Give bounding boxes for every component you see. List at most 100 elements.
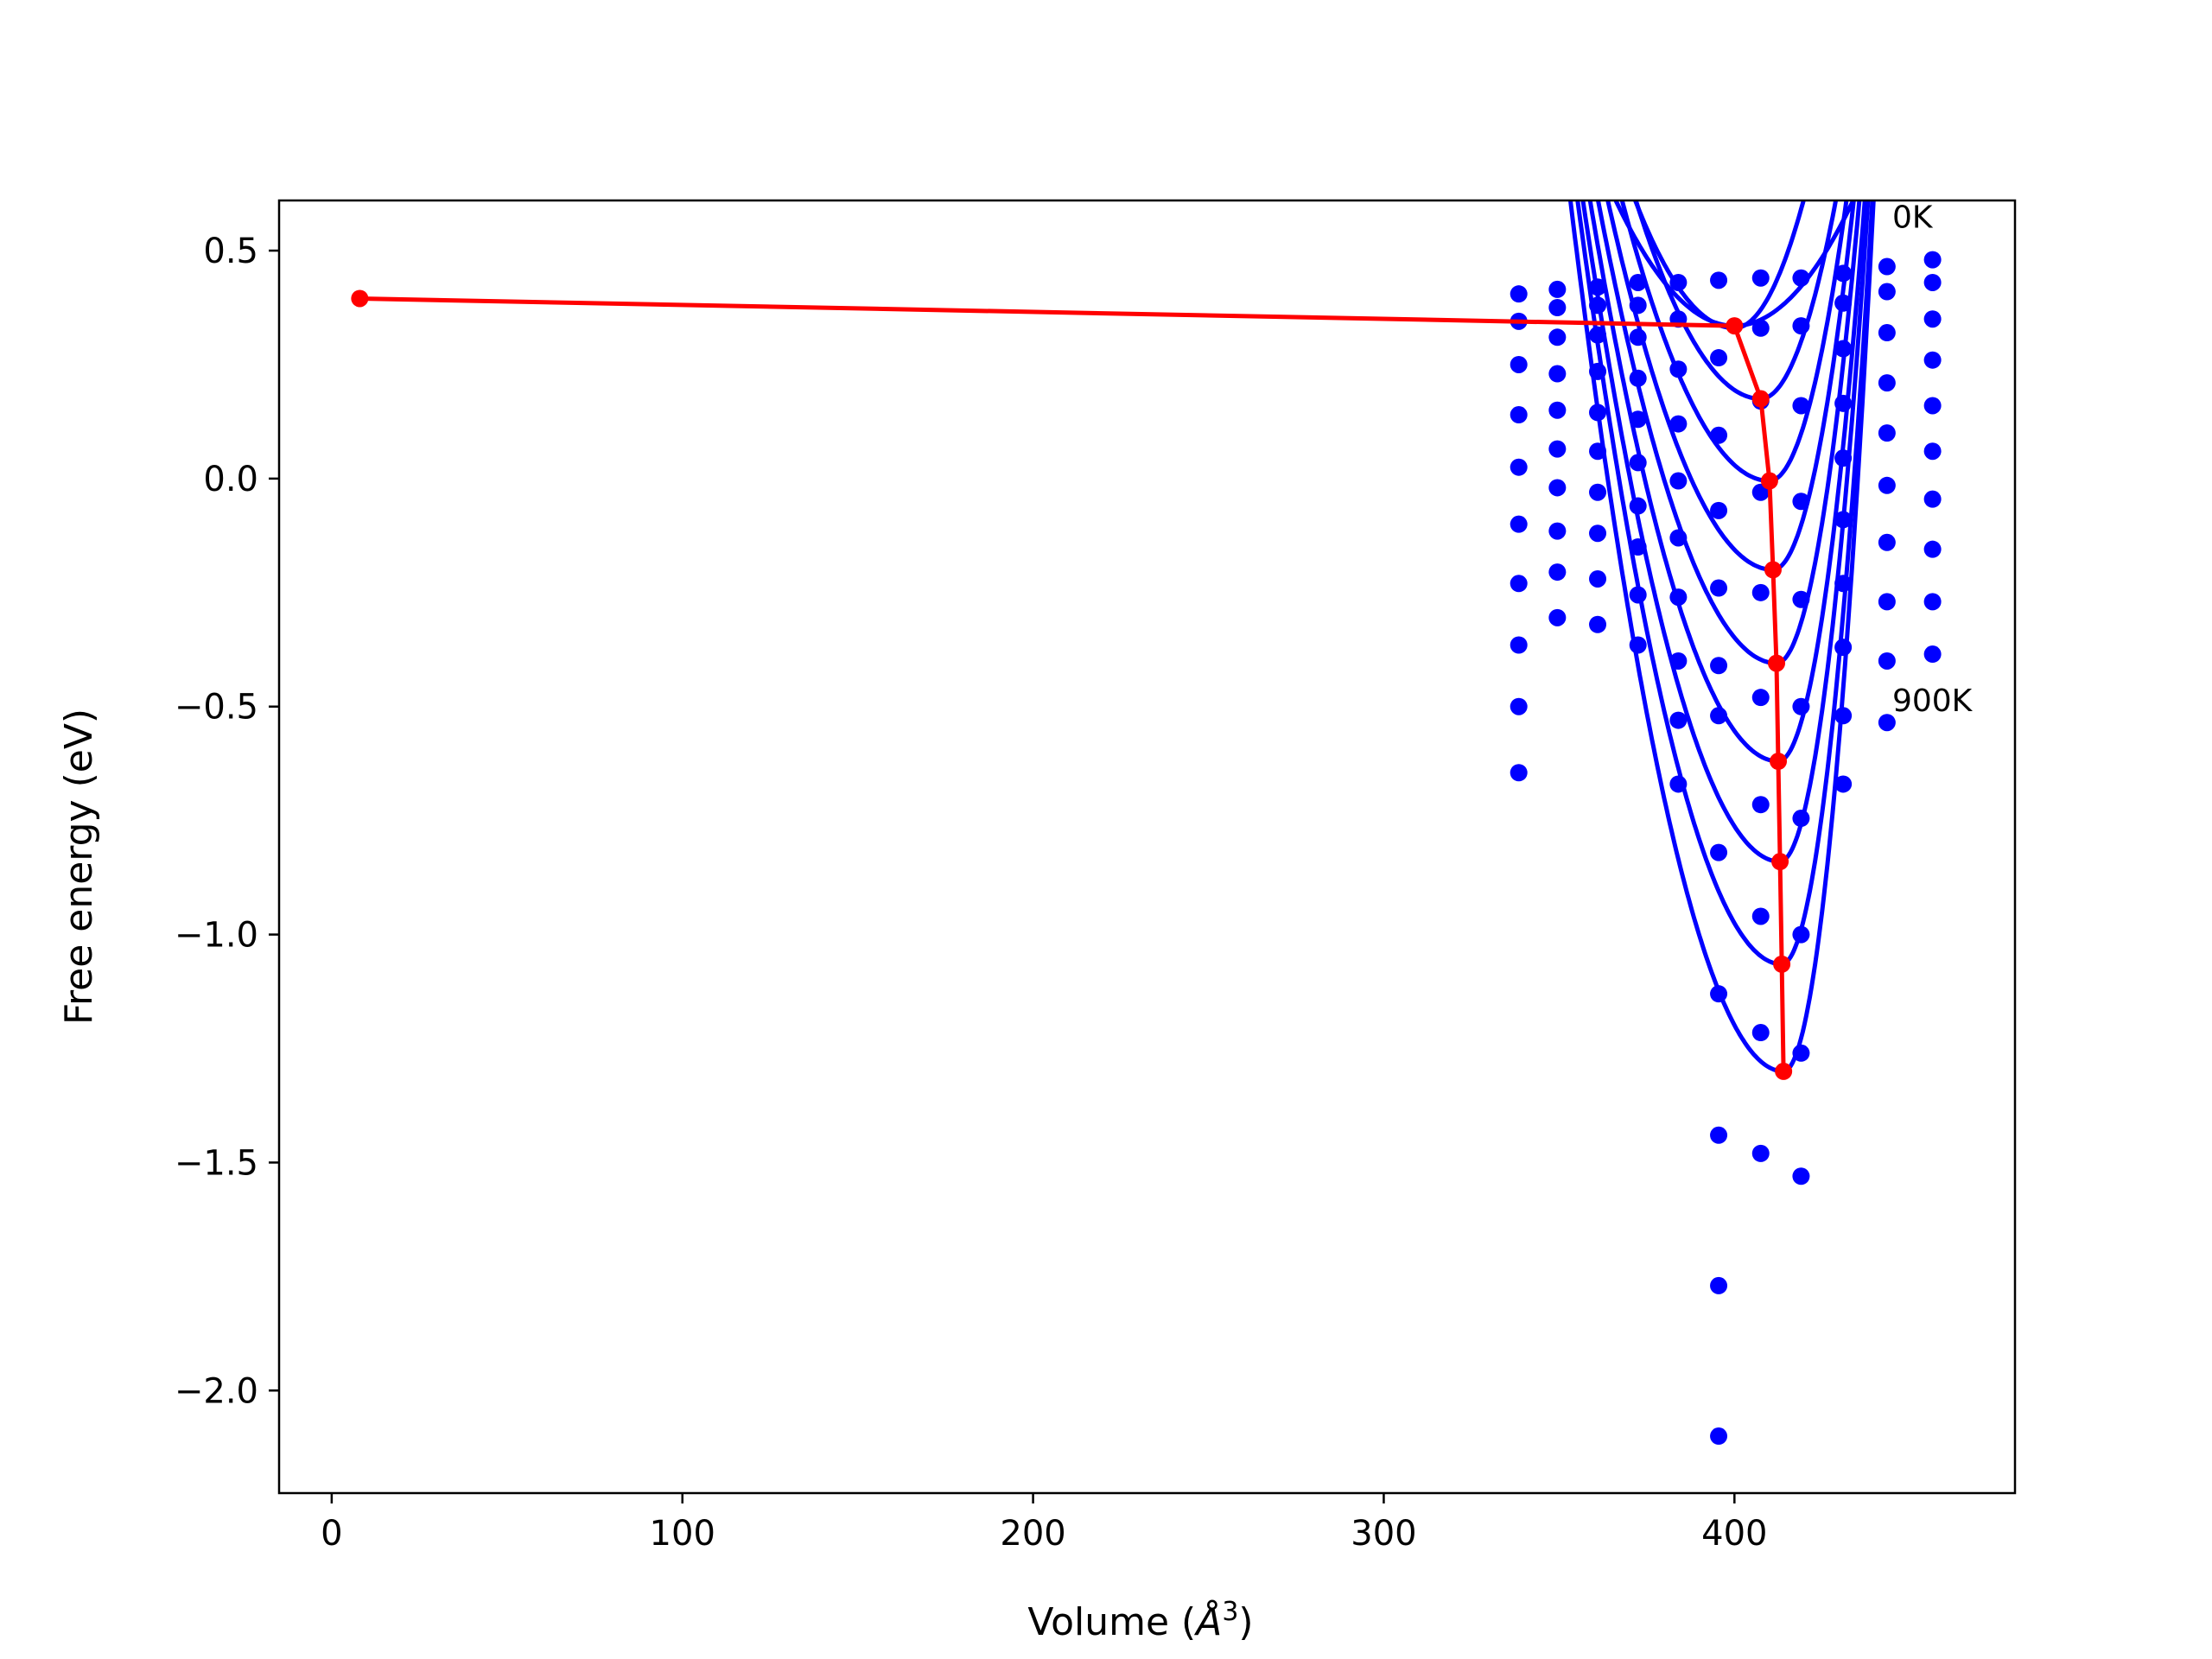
y-axis-label: Free energy (eV): [57, 709, 101, 1025]
minimum-path-point-8: [1773, 955, 1791, 973]
plot-frame: [277, 199, 2017, 1495]
data-point-10-9: [1923, 645, 1942, 664]
data-point-5-2: [1710, 426, 1728, 444]
data-point-9-3: [1878, 374, 1896, 392]
y-tick-label-1: 0.0: [203, 460, 258, 499]
data-point-6-6: [1751, 796, 1770, 814]
minimum-path-point-5: [1768, 654, 1786, 672]
data-point-1-9: [1548, 608, 1567, 626]
data-point-4-2: [1669, 360, 1688, 378]
data-point-8-3: [1834, 394, 1853, 412]
data-point-7-3: [1792, 493, 1810, 511]
minimum-path-point-6: [1770, 753, 1788, 771]
data-point-5-7: [1710, 843, 1728, 861]
data-point-6-5: [1751, 689, 1770, 707]
data-point-2-8: [1589, 569, 1607, 588]
data-point-10-4: [1923, 397, 1942, 415]
data-point-0-6: [1510, 575, 1528, 593]
data-point-1-0: [1548, 280, 1567, 298]
data-point-8-8: [1834, 707, 1853, 725]
data-point-6-1: [1751, 319, 1770, 337]
data-point-5-3: [1710, 501, 1728, 519]
data-point-3-1: [1629, 296, 1647, 315]
data-point-3-4: [1629, 410, 1647, 429]
data-point-5-9: [1710, 1126, 1728, 1144]
data-point-3-5: [1629, 454, 1647, 472]
data-point-7-4: [1792, 590, 1810, 608]
data-point-3-7: [1629, 538, 1647, 556]
data-point-1-6: [1548, 479, 1567, 497]
data-point-5-10: [1710, 1276, 1728, 1294]
y-tick-label-4: −1.5: [175, 1143, 258, 1183]
data-point-1-4: [1548, 401, 1567, 419]
data-point-3-3: [1629, 369, 1647, 387]
data-point-6-0: [1751, 269, 1770, 287]
data-point-1-5: [1548, 440, 1567, 458]
data-point-0-8: [1510, 697, 1528, 715]
data-point-4-5: [1669, 529, 1688, 547]
minimum-path-point-1: [1726, 317, 1744, 335]
data-point-4-0: [1669, 273, 1688, 291]
data-point-8-1: [1834, 294, 1853, 312]
data-point-3-8: [1629, 586, 1647, 604]
data-point-5-5: [1710, 657, 1728, 675]
data-point-0-7: [1510, 636, 1528, 654]
data-point-0-3: [1510, 406, 1528, 424]
data-point-10-5: [1923, 442, 1942, 461]
data-point-4-9: [1669, 775, 1688, 793]
data-point-4-7: [1669, 652, 1688, 670]
data-point-9-7: [1878, 593, 1896, 611]
fit-curve-5: [1595, 200, 1862, 666]
data-point-10-3: [1923, 351, 1942, 369]
data-point-9-5: [1878, 476, 1896, 494]
fit-curve-3: [1619, 200, 1849, 483]
data-point-5-0: [1710, 271, 1728, 289]
data-point-7-9: [1792, 1167, 1810, 1185]
data-point-9-0: [1878, 257, 1896, 276]
data-point-8-0: [1834, 264, 1853, 283]
data-point-1-1: [1548, 299, 1567, 317]
y-tick-label-0: 0.5: [203, 232, 258, 271]
data-point-0-5: [1510, 515, 1528, 533]
data-point-8-6: [1834, 575, 1853, 593]
data-point-9-6: [1878, 533, 1896, 551]
y-tick-label-3: −1.0: [175, 916, 258, 956]
data-point-4-8: [1669, 711, 1688, 729]
data-point-9-1: [1878, 283, 1896, 301]
data-point-10-0: [1923, 251, 1942, 269]
data-point-9-4: [1878, 424, 1896, 442]
annotation-1: 900K: [1892, 683, 1974, 719]
data-point-5-8: [1710, 985, 1728, 1003]
data-point-2-7: [1589, 524, 1607, 543]
data-point-9-8: [1878, 652, 1896, 670]
data-point-1-7: [1548, 522, 1567, 540]
x-tick-label-2: 200: [1000, 1514, 1065, 1554]
data-point-3-6: [1629, 497, 1647, 515]
x-axis-label: Volume (Å3): [1027, 1597, 1253, 1645]
data-point-8-2: [1834, 340, 1853, 358]
data-point-2-1: [1589, 296, 1607, 315]
minimum-path-point-2: [1751, 390, 1770, 408]
minimum-path-line: [359, 296, 1786, 1071]
fit-curve-8: [1575, 200, 1875, 967]
minimum-path-point-4: [1764, 561, 1782, 579]
data-point-5-4: [1710, 579, 1728, 597]
data-point-7-0: [1792, 269, 1810, 287]
data-point-7-1: [1792, 317, 1810, 335]
data-point-6-4: [1751, 583, 1770, 601]
data-point-2-5: [1589, 442, 1607, 461]
data-point-10-6: [1923, 490, 1942, 508]
data-point-10-7: [1923, 540, 1942, 558]
data-point-10-2: [1923, 310, 1942, 328]
data-point-9-9: [1878, 714, 1896, 732]
data-point-8-5: [1834, 511, 1853, 529]
data-point-0-2: [1510, 355, 1528, 373]
y-tick-label-5: −2.0: [175, 1371, 258, 1411]
data-point-2-6: [1589, 483, 1607, 501]
minimum-path-point-3: [1760, 472, 1778, 490]
minimum-path-point-0: [351, 289, 369, 308]
data-point-4-3: [1669, 415, 1688, 433]
data-point-7-6: [1792, 810, 1810, 828]
data-point-3-9: [1629, 636, 1647, 654]
